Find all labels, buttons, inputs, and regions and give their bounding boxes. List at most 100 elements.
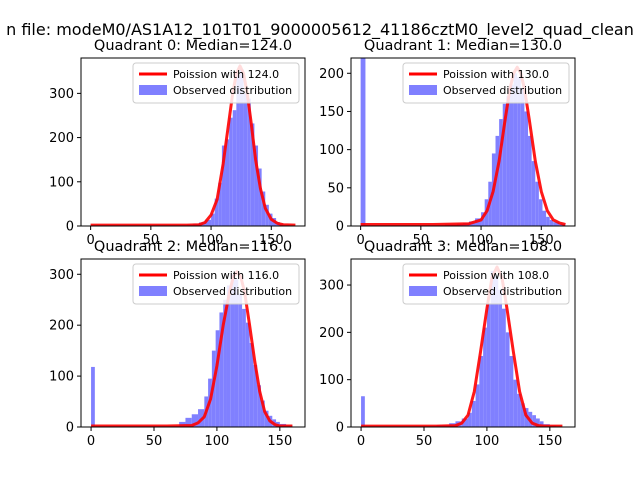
histogram-bar — [502, 308, 506, 427]
histogram-bar — [91, 366, 95, 427]
y-tick-label: 100 — [319, 373, 344, 388]
histogram-bar — [254, 145, 259, 226]
histogram-bar — [191, 414, 199, 427]
histogram-bar — [513, 379, 518, 427]
x-tick-label: 100 — [204, 434, 229, 449]
histogram-bar — [532, 415, 536, 427]
histogram-bar — [245, 322, 250, 427]
histogram-bar — [361, 396, 365, 427]
histogram-bar — [260, 400, 265, 427]
histogram-bar — [234, 279, 239, 427]
subplot-title: Quadrant 3: Median=108.0 — [364, 239, 562, 255]
legend-label-observed: Observed distribution — [173, 285, 292, 298]
histogram-bar — [238, 293, 243, 427]
x-tick-label: 150 — [267, 434, 292, 449]
legend-box — [132, 62, 300, 104]
legend-label-observed: Observed distribution — [443, 285, 562, 298]
legend-label-observed: Observed distribution — [443, 84, 562, 97]
histogram-bar — [479, 356, 484, 427]
histogram-bar — [261, 191, 266, 226]
x-tick-label: 50 — [143, 233, 160, 248]
histogram-bar — [535, 181, 539, 226]
y-tick-label: 200 — [319, 326, 344, 341]
histogram-bar — [486, 303, 491, 427]
x-tick-label: 150 — [529, 233, 554, 248]
histogram-bar — [475, 384, 480, 427]
histogram-bar — [471, 400, 476, 427]
histogram-bar — [520, 403, 525, 427]
histogram-bar — [505, 332, 510, 427]
histogram-bar — [239, 69, 244, 226]
histogram-bar — [219, 312, 224, 427]
y-tick-label: 300 — [319, 279, 344, 294]
histogram-bar — [513, 73, 518, 226]
y-tick-label: 300 — [49, 87, 74, 102]
x-tick-label: 100 — [474, 434, 499, 449]
axes-frame — [80, 258, 306, 428]
histogram-bar — [215, 330, 220, 427]
x-tick-label: 0 — [356, 233, 364, 248]
histogram-bar — [528, 135, 532, 226]
y-tick-label: 100 — [49, 175, 74, 190]
y-tick-label: 50 — [327, 181, 344, 196]
histogram-bar — [232, 110, 237, 226]
histogram-bar — [502, 103, 507, 226]
legend: Poission with 130.0 Observed distribution — [402, 62, 570, 104]
legend: Poission with 108.0 Observed distribution — [402, 263, 570, 305]
legend-label-poisson: Poission with 108.0 — [443, 269, 549, 282]
legend-label-observed: Observed distribution — [173, 84, 292, 97]
histogram-bar — [226, 285, 231, 427]
histogram-bar — [490, 270, 495, 427]
legend-box — [402, 62, 570, 104]
legend-swatch-observed — [139, 286, 167, 296]
x-tick-label: 150 — [537, 434, 562, 449]
plot-area — [361, 265, 563, 427]
legend-swatch-observed — [409, 286, 437, 296]
histogram-bar — [265, 204, 269, 226]
histogram-bar — [524, 111, 529, 226]
histogram-bar — [205, 219, 212, 226]
x-tick-label: 50 — [416, 434, 433, 449]
histogram-bar — [468, 412, 472, 427]
x-tick-label: 50 — [413, 233, 430, 248]
legend-label-poisson: Poission with 116.0 — [173, 269, 279, 282]
histogram-bar — [520, 88, 525, 226]
axes-frame — [350, 258, 576, 428]
figure-suptitle: n file: modeM0/AS1A12_101T01_9000005612_… — [6, 20, 634, 40]
x-tick-label: 100 — [469, 233, 494, 248]
legend-box — [402, 263, 570, 305]
x-tick-label: 100 — [199, 233, 224, 248]
histogram-bar — [509, 356, 514, 427]
histogram-bar — [211, 213, 215, 226]
axes-frame — [80, 57, 306, 227]
histogram-bar — [535, 418, 540, 427]
histogram-bar — [549, 219, 554, 226]
histogram-bar — [253, 364, 258, 427]
subplot-title: Quadrant 0: Median=124.0 — [94, 38, 292, 54]
histogram-bar — [546, 216, 550, 226]
histogram-bar — [242, 308, 246, 427]
legend-swatch-observed — [139, 85, 167, 95]
histogram-bar — [257, 385, 261, 427]
histogram-bar — [258, 168, 262, 226]
histogram-bar — [249, 343, 254, 427]
y-tick-label: 200 — [49, 319, 74, 334]
histogram-bar — [531, 161, 536, 226]
histogram-bar — [360, 58, 366, 226]
subplot-title: Quadrant 1: Median=130.0 — [364, 38, 562, 54]
histogram-bar — [230, 274, 235, 427]
histogram-bar — [538, 199, 543, 226]
legend-swatch-observed — [409, 85, 437, 95]
histogram-bar — [461, 418, 469, 427]
x-tick-label: 0 — [357, 434, 365, 449]
histogram-bar — [517, 77, 521, 226]
histogram-bar — [517, 393, 521, 427]
y-tick-label: 300 — [49, 268, 74, 283]
histogram-bar — [509, 84, 514, 226]
x-tick-label: 0 — [87, 434, 95, 449]
histogram-bar — [498, 289, 503, 427]
histogram-bar — [264, 410, 269, 427]
y-tick-label: 100 — [49, 370, 74, 385]
